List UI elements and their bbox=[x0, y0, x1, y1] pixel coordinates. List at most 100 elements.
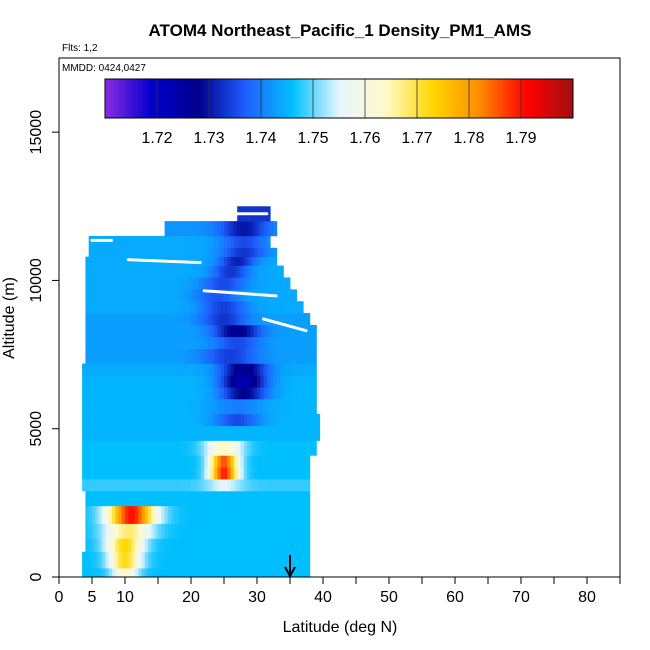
heatmap-cell bbox=[270, 399, 274, 415]
heatmap-cell bbox=[224, 479, 228, 492]
heatmap-cell bbox=[194, 551, 198, 569]
heatmap-cell bbox=[158, 324, 162, 338]
heatmap-cell bbox=[88, 523, 93, 539]
heatmap-cell bbox=[115, 479, 119, 492]
colorbar-segment bbox=[465, 79, 468, 118]
colorbar-segment bbox=[169, 79, 172, 118]
heatmap-cell bbox=[230, 235, 235, 249]
heatmap-cell bbox=[82, 425, 86, 441]
heatmap-cell bbox=[283, 467, 288, 480]
heatmap-cell bbox=[144, 568, 149, 578]
heatmap-cell bbox=[154, 505, 159, 524]
heatmap-cell bbox=[204, 324, 208, 338]
heatmap-cell bbox=[167, 551, 172, 569]
heatmap-cell bbox=[200, 490, 205, 507]
colorbar-tick-label: 1.76 bbox=[349, 130, 380, 147]
heatmap-cell bbox=[214, 256, 218, 266]
heatmap-cell bbox=[204, 399, 208, 415]
heatmap-cell bbox=[98, 247, 103, 258]
heatmap-cell bbox=[210, 425, 215, 441]
heatmap-cell bbox=[214, 440, 218, 456]
heatmap-cell bbox=[224, 289, 228, 302]
heatmap-cell bbox=[293, 505, 297, 524]
heatmap-cell bbox=[230, 336, 235, 349]
heatmap-cell bbox=[214, 221, 218, 237]
heatmap-cell bbox=[194, 235, 198, 249]
heatmap-cell bbox=[233, 568, 238, 578]
heatmap-cell bbox=[247, 289, 251, 302]
heatmap-cell bbox=[95, 348, 99, 364]
heatmap-cell bbox=[230, 265, 235, 278]
heatmap-cell bbox=[276, 425, 281, 441]
colorbar-segment bbox=[275, 79, 278, 118]
heatmap-cell bbox=[148, 247, 152, 258]
heatmap-cell bbox=[171, 363, 175, 376]
heatmap-cell bbox=[210, 490, 215, 507]
heatmap-cell bbox=[273, 490, 278, 507]
heatmap-cell bbox=[121, 568, 126, 578]
heatmap-cell bbox=[260, 221, 264, 237]
heatmap-cell bbox=[184, 413, 189, 427]
heatmap-cell bbox=[154, 336, 159, 349]
x-tick-label: 30 bbox=[248, 589, 266, 606]
heatmap-cell bbox=[141, 505, 146, 524]
heatmap-cell bbox=[174, 467, 179, 480]
heatmap-cell bbox=[111, 336, 116, 349]
heatmap-cell bbox=[151, 387, 156, 400]
heatmap-cell bbox=[161, 551, 165, 569]
colorbar-segment bbox=[483, 79, 486, 118]
heatmap-cell bbox=[111, 277, 116, 290]
heatmap-band bbox=[82, 479, 311, 492]
heatmap-cell bbox=[181, 301, 185, 314]
heatmap-cell bbox=[280, 301, 284, 314]
colorbar-segment bbox=[439, 79, 442, 118]
colorbar-segment bbox=[305, 79, 308, 118]
heatmap-cell bbox=[95, 568, 99, 578]
heatmap-cell bbox=[309, 363, 314, 376]
heatmap-cell bbox=[187, 505, 192, 524]
heatmap-cell bbox=[171, 490, 175, 507]
heatmap-cell bbox=[105, 235, 109, 249]
heatmap-cell bbox=[266, 425, 271, 441]
heatmap-cell bbox=[243, 363, 248, 376]
heatmap-cell bbox=[164, 387, 169, 400]
heatmap-cell bbox=[134, 490, 139, 507]
heatmap-cell bbox=[191, 413, 195, 427]
heatmap-cell bbox=[184, 399, 189, 415]
arrow-marker bbox=[284, 555, 296, 579]
heatmap-cell bbox=[167, 348, 172, 364]
heatmap-cell bbox=[121, 387, 126, 400]
heatmap-cell bbox=[191, 313, 195, 326]
heatmap-cell bbox=[105, 523, 109, 539]
heatmap-cell bbox=[200, 313, 205, 326]
heatmap-cell bbox=[303, 348, 307, 364]
heatmap-cell bbox=[118, 265, 123, 278]
heatmap-cell bbox=[191, 289, 195, 302]
heatmap-cell bbox=[197, 523, 202, 539]
heatmap-cell bbox=[128, 265, 132, 278]
heatmap-cell bbox=[306, 313, 311, 326]
heatmap-cell bbox=[250, 490, 255, 507]
heatmap-cell bbox=[227, 363, 231, 376]
heatmap-cell bbox=[171, 324, 175, 338]
heatmap-cell bbox=[101, 425, 106, 441]
heatmap-cell bbox=[237, 265, 241, 278]
heatmap-cell bbox=[194, 387, 198, 400]
heatmap-cell bbox=[276, 467, 281, 480]
heatmap-cell bbox=[237, 413, 241, 427]
heatmap-cell bbox=[233, 387, 238, 400]
heatmap-cell bbox=[290, 387, 294, 400]
heatmap-cell bbox=[125, 568, 129, 578]
heatmap-cell bbox=[125, 455, 129, 468]
heatmap-cell bbox=[276, 490, 281, 507]
heatmap-cell bbox=[286, 455, 291, 468]
colorbar-segment bbox=[413, 79, 416, 118]
heatmap-cell bbox=[125, 505, 129, 524]
heatmap-cell bbox=[85, 289, 90, 302]
colorbar-segment bbox=[567, 79, 570, 118]
heatmap-cell bbox=[85, 301, 90, 314]
heatmap-cell bbox=[158, 301, 162, 314]
heatmap-cell bbox=[283, 538, 288, 553]
heatmap-cell bbox=[266, 336, 271, 349]
heatmap-cell bbox=[167, 324, 172, 338]
